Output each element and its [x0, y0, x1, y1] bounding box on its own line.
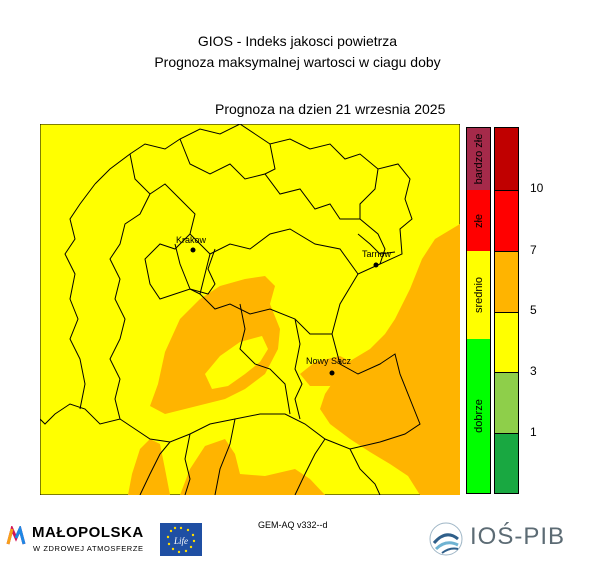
legend-category-medium: srednio [467, 251, 490, 339]
forecast-map: Krakow Tarnow Nowy Sacz [40, 124, 460, 495]
ios-pib-name: IOŚ-PIB [470, 523, 566, 550]
city-label-krakow: Krakow [176, 235, 207, 245]
scale-segment-3 [495, 251, 518, 312]
malopolska-mark-icon [6, 526, 26, 545]
scale-segment-2 [495, 190, 518, 251]
region-south2-orange [180, 439, 325, 495]
ios-pib-mark-icon [429, 522, 463, 556]
region-nowy-sacz-orange [300, 356, 355, 386]
city-label-nowy-sacz: Nowy Sacz [306, 356, 352, 366]
scale-segment-1 [495, 128, 518, 190]
legend-category-good: dobrze [467, 339, 490, 493]
ios-pib-logo: IOŚ-PIB [428, 519, 568, 559]
legend-category-bad: złe [467, 190, 490, 251]
region-central-orange [150, 276, 280, 414]
scale-tick-10: 10 [530, 181, 544, 195]
malopolska-tagline: W ZDROWEJ ATMOSFERZE [33, 544, 144, 553]
legend-category-very-bad: bardzo złe [467, 128, 490, 190]
eu-flag-icon: Life [160, 523, 202, 556]
scale-tick-1: 1 [530, 425, 537, 439]
scale-tick-5: 5 [530, 303, 537, 317]
map-subtitle: Prognoza maksymalnej wartosci w ciagu do… [154, 54, 441, 70]
city-dot-krakow [190, 247, 196, 253]
scale-segment-6 [495, 433, 518, 493]
region-central-inner [205, 336, 268, 389]
region-south-orange [128, 439, 170, 495]
scale-tick-7: 7 [530, 243, 537, 257]
index-scale-legend [494, 127, 519, 494]
county-boundaries [40, 124, 421, 495]
eu-life-logo: Life [160, 523, 202, 556]
model-label: GEM-AQ v332--d [258, 520, 328, 530]
city-dot-tarnow [373, 262, 379, 268]
malopolska-name: MAŁOPOLSKA [32, 524, 144, 541]
scale-segment-5 [495, 372, 518, 433]
city-dot-nowy-sacz [329, 370, 335, 376]
category-legend: bardzo złe złe srednio dobrze [466, 127, 491, 494]
forecast-date: Prognoza na dzien 21 wrzesnia 2025 [215, 101, 446, 117]
city-label-tarnow: Tarnow [362, 249, 392, 259]
scale-tick-3: 3 [530, 364, 537, 378]
malopolska-logo: MAŁOPOLSKA W ZDROWEJ ATMOSFERZE [6, 522, 156, 558]
map-title: GIOS - Indeks jakosci powietrza [197, 33, 398, 49]
region-east-orange [320, 224, 460, 495]
region-small-orange [422, 440, 434, 454]
svg-text:Life: Life [173, 536, 188, 546]
scale-segment-4 [495, 312, 518, 372]
